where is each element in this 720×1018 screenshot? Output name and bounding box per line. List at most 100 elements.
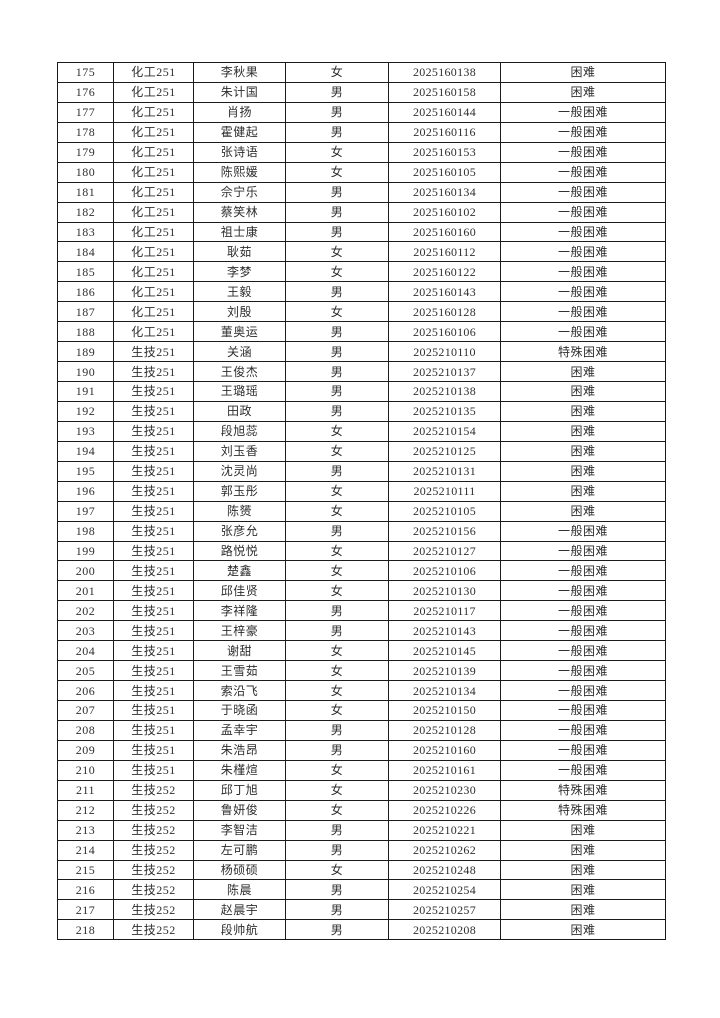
cell-class-name: 生技251 [113,759,194,781]
cell-student-name: 祖士康 [193,221,286,243]
cell-gender: 女 [285,62,389,83]
cell-class-name: 化工251 [113,261,194,283]
cell-student-id: 2025210208 [388,919,501,941]
cell-row-number: 182 [57,201,114,223]
table-row: 195 生技251 沈灵尚男 2025210131 困难 [57,460,666,482]
cell-class-name: 生技251 [113,540,194,562]
cell-gender: 男 [285,739,389,761]
cell-student-id: 2025210150 [388,700,501,721]
cell-student-id: 2025160116 [388,121,501,143]
cell-student-id: 2025210254 [388,879,501,901]
cell-gender: 男 [285,879,389,901]
cell-difficulty-level: 特殊困难 [500,799,666,821]
cell-student-name: 谢甜 [193,640,286,662]
cell-class-name: 生技251 [113,719,194,741]
cell-class-name: 生技251 [113,440,194,462]
table-row: 212 生技252 鲁妍俊女 2025210226 特殊困难 [57,799,666,821]
cell-student-id: 2025210226 [388,799,501,821]
cell-row-number: 196 [57,480,114,502]
cell-student-name: 张彦允 [193,520,286,542]
cell-row-number: 211 [57,779,114,801]
table-row: 193 生技251 段旭蕊女 2025210154 困难 [57,420,666,442]
cell-student-name: 关涵 [193,341,286,363]
cell-difficulty-level: 一般困难 [500,600,666,622]
cell-student-id: 2025160105 [388,161,501,183]
cell-student-id: 2025210143 [388,620,501,642]
cell-student-name: 李智洁 [193,819,286,841]
cell-gender: 女 [285,859,389,881]
cell-row-number: 202 [57,600,114,622]
cell-difficulty-level: 一般困难 [500,700,666,721]
cell-row-number: 185 [57,261,114,283]
cell-row-number: 192 [57,400,114,422]
cell-student-id: 2025160160 [388,221,501,243]
cell-student-id: 2025210111 [388,480,501,502]
cell-difficulty-level: 困难 [500,420,666,442]
cell-class-name: 化工251 [113,81,194,103]
cell-student-id: 2025210139 [388,660,501,682]
cell-student-id: 2025160102 [388,201,501,223]
cell-gender: 男 [285,839,389,861]
cell-difficulty-level: 一般困难 [500,759,666,781]
cell-student-name: 沈灵尚 [193,460,286,482]
cell-class-name: 生技251 [113,640,194,662]
cell-class-name: 生技251 [113,400,194,422]
table-row: 185 化工251 李梦女 2025160122 一般困难 [57,261,666,283]
cell-difficulty-level: 困难 [500,500,666,522]
table-row: 214 生技252 左可鹏男 2025210262 困难 [57,839,666,861]
cell-difficulty-level: 困难 [500,819,666,841]
cell-student-id: 2025160138 [388,62,501,83]
cell-gender: 女 [285,759,389,781]
cell-student-name: 邱丁旭 [193,779,286,801]
cell-difficulty-level: 困难 [500,81,666,103]
cell-row-number: 197 [57,500,114,522]
cell-difficulty-level: 一般困难 [500,739,666,761]
cell-row-number: 212 [57,799,114,821]
cell-student-name: 王璐瑶 [193,381,286,402]
cell-row-number: 206 [57,680,114,701]
cell-student-name: 鲁妍俊 [193,799,286,821]
cell-row-number: 179 [57,141,114,163]
table-row: 218 生技252 段帅航男 2025210208 困难 [57,919,666,941]
cell-student-name: 陈熙媛 [193,161,286,183]
cell-gender: 男 [285,81,389,103]
cell-gender: 女 [285,261,389,283]
table-row: 201 生技251 邱佳贤女 2025210130 一般困难 [57,580,666,602]
cell-gender: 男 [285,341,389,363]
cell-class-name: 生技251 [113,580,194,602]
cell-student-name: 邱佳贤 [193,580,286,602]
cell-student-name: 田政 [193,400,286,422]
table-row: 196 生技251 郭玉彤女 2025210111 困难 [57,480,666,502]
cell-gender: 男 [285,321,389,343]
cell-student-name: 朱计国 [193,81,286,103]
cell-difficulty-level: 特殊困难 [500,779,666,801]
table-row: 200 生技251 楚鑫女 2025210106 一般困难 [57,560,666,582]
cell-student-name: 楚鑫 [193,560,286,582]
cell-difficulty-level: 一般困难 [500,580,666,602]
table-row: 194 生技251 刘玉香女 2025210125 困难 [57,440,666,462]
cell-gender: 女 [285,141,389,163]
cell-student-id: 2025210262 [388,839,501,861]
cell-student-id: 2025210105 [388,500,501,522]
cell-row-number: 181 [57,181,114,203]
cell-difficulty-level: 一般困难 [500,281,666,303]
cell-student-name: 肖扬 [193,101,286,123]
table-row: 217 生技252 赵晨宇男 2025210257 困难 [57,899,666,921]
cell-difficulty-level: 一般困难 [500,201,666,223]
cell-student-id: 2025210137 [388,361,501,382]
cell-row-number: 203 [57,620,114,642]
cell-difficulty-level: 困难 [500,899,666,921]
cell-class-name: 生技251 [113,500,194,522]
cell-row-number: 180 [57,161,114,183]
cell-class-name: 化工251 [113,201,194,223]
cell-class-name: 生技251 [113,560,194,582]
table-row: 216 生技252 陈晨男 2025210254 困难 [57,879,666,901]
cell-row-number: 178 [57,121,114,143]
cell-class-name: 化工251 [113,301,194,323]
cell-row-number: 199 [57,540,114,562]
cell-row-number: 195 [57,460,114,482]
cell-row-number: 210 [57,759,114,781]
cell-student-name: 赵晨宇 [193,899,286,921]
cell-difficulty-level: 困难 [500,381,666,402]
cell-student-id: 2025160158 [388,81,501,103]
